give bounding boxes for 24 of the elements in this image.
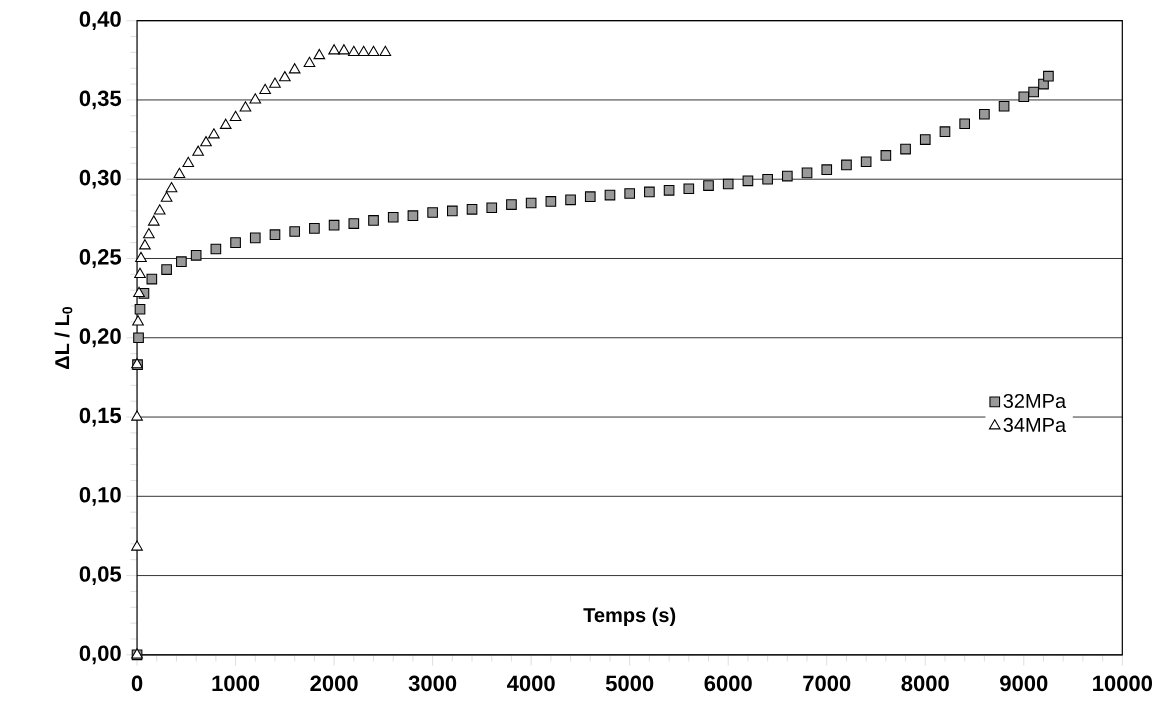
x-tick-label: 8000 [901,675,949,692]
y-tick-label: 0,35 [79,90,122,110]
x-tick-label: 9000 [1000,675,1048,692]
y-tick-label: 0,20 [79,328,121,348]
x-tick-label: 0 [131,675,143,692]
y-tick-label: 0,40 [79,11,121,31]
y-tick-label: 0,15 [79,407,122,427]
x-tick-label: 3000 [408,675,457,692]
y-tick-label: 0,25 [79,249,122,268]
y-axis-title: ΔL / L$_{0}$ [54,307,73,369]
x-axis-title: Temps (s) [583,607,676,627]
x-tick-label: 2000 [310,675,358,692]
legend-label: 34MPa [1003,417,1067,433]
y-tick-label: 0,05 [79,566,122,586]
x-tick-label: 4000 [507,675,555,692]
x-tick-label: 5000 [605,675,654,692]
y-tick-label: 0,10 [79,486,121,506]
x-tick-label: 7000 [803,675,851,692]
legend-label: 32MPa [1003,393,1067,409]
x-tick-label: 1000 [212,675,260,692]
x-tick-label: 6000 [704,675,752,692]
x-tick-label: 10000 [1093,675,1152,692]
y-tick-label: 0,00 [79,645,121,665]
y-tick-label: 0,30 [79,169,121,189]
